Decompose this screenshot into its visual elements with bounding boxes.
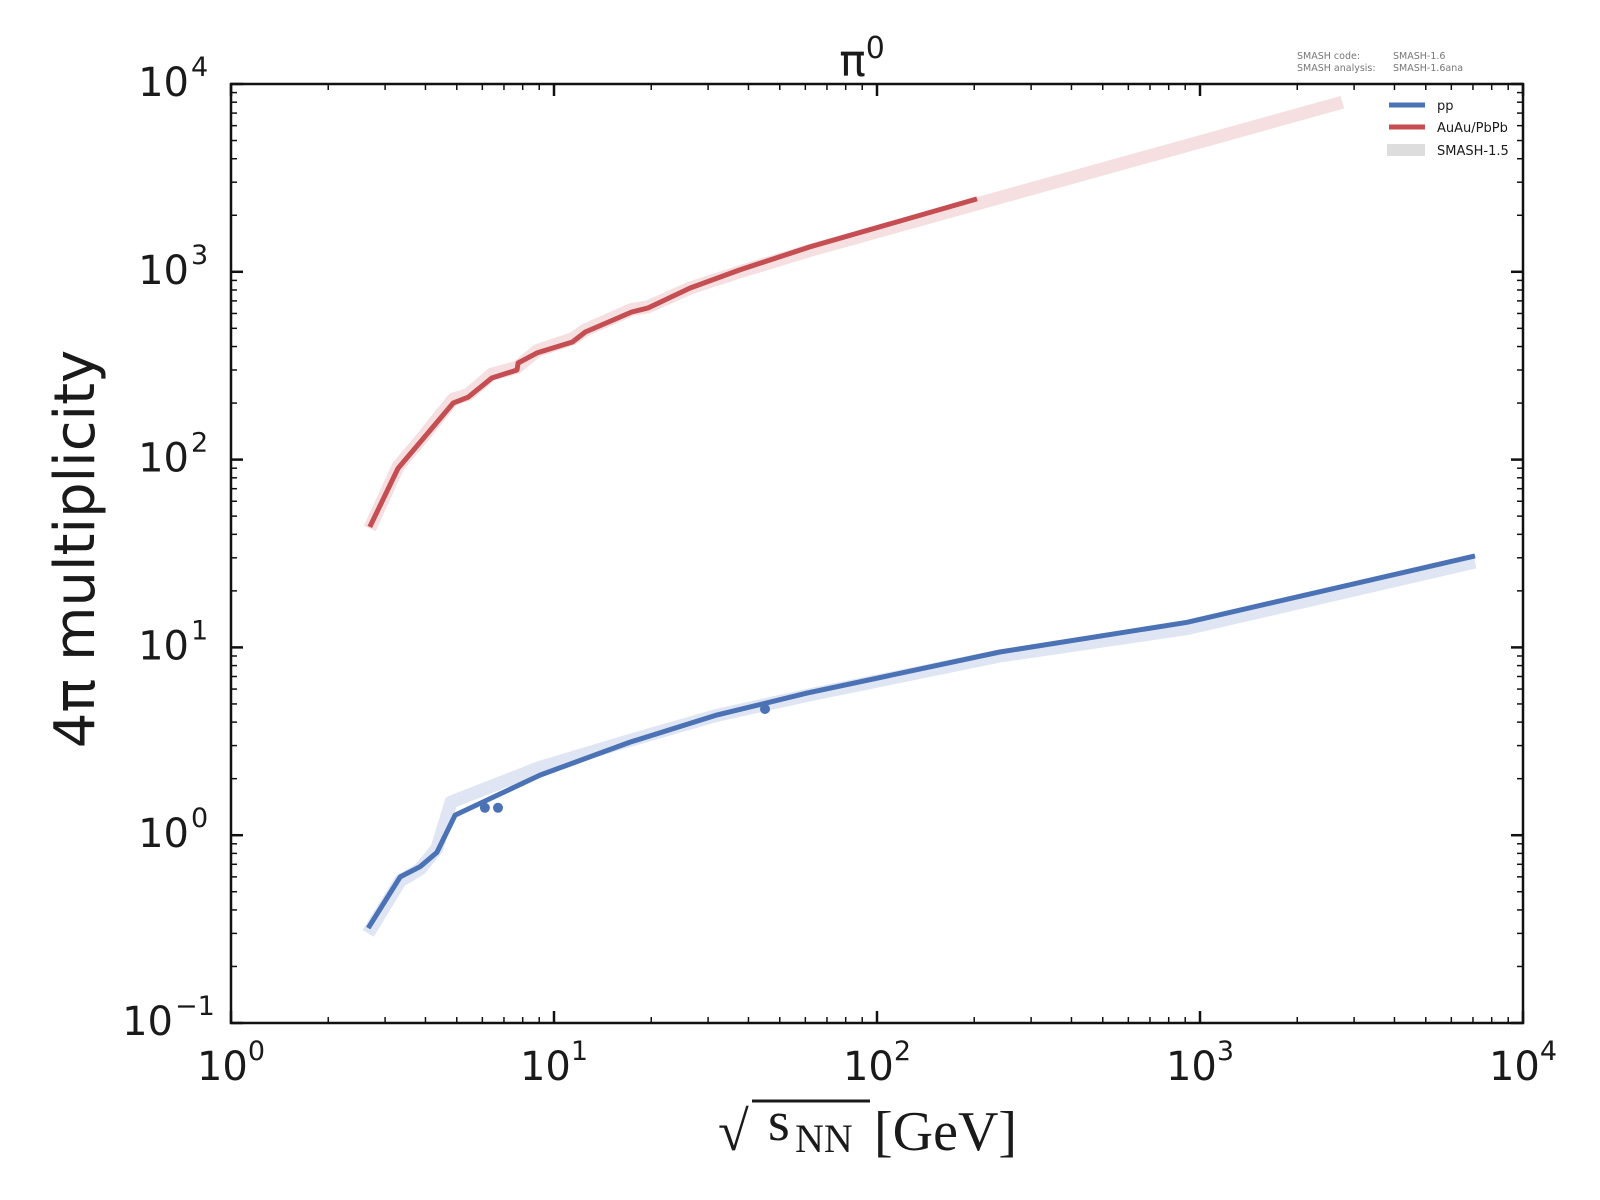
series-line-auau-pbpb [367, 196, 978, 528]
version-info: SMASH code: SMASH-1.6 SMASH analysis: SM… [1297, 51, 1463, 74]
x-axis-label-unit: [GeV] [874, 1101, 1017, 1163]
series-lines [366, 196, 1476, 930]
x-tick-label: 103 [1166, 1036, 1234, 1090]
y-tick-label: 10 [138, 623, 189, 669]
y-tick-label: 10 [138, 436, 189, 482]
legend-label-smash: SMASH-1.5 [1437, 144, 1509, 159]
data-marker [479, 802, 490, 813]
x-axis-label-sub: NN [795, 1116, 853, 1161]
x-axis-label-s: s [768, 1091, 790, 1153]
data-markers [479, 704, 770, 813]
chart-title: π0 [839, 31, 885, 87]
axis-ticks [229, 82, 1525, 1025]
x-tick-label: 102 [843, 1036, 911, 1090]
legend-label-auau: AuAu/PbPb [1437, 121, 1508, 136]
x-tick-label: 104 [1489, 1036, 1557, 1090]
x-tick-labels: 100 101 102 103 104 [197, 1036, 1557, 1090]
plot-frame [229, 82, 1525, 1025]
y-tick-exponent: 0 [191, 803, 208, 834]
version-code-value: SMASH-1.6 [1393, 51, 1445, 62]
smash-band-pp [362, 555, 1477, 937]
version-analysis-label: SMASH analysis: [1297, 63, 1376, 74]
x-axis-label-sqrt: √ [718, 1101, 749, 1163]
y-tick-label: 10 [122, 999, 173, 1045]
y-tick-exponent: −1 [175, 991, 215, 1022]
y-tick-label: 10 [138, 811, 189, 857]
legend-label-pp: pp [1437, 99, 1454, 114]
y-tick-label: 10 [138, 248, 189, 294]
y-tick-exponent: 4 [191, 52, 208, 83]
x-tick-label: 101 [520, 1036, 588, 1090]
y-tick-exponent: 3 [191, 240, 208, 271]
y-tick-exponent: 1 [191, 615, 208, 646]
legend: pp AuAu/PbPb SMASH-1.5 [1387, 99, 1509, 159]
x-tick-label: 100 [197, 1036, 265, 1090]
data-marker [760, 704, 770, 714]
y-axis-label: 4π multiplicity [43, 350, 108, 748]
y-tick-label: 10 [138, 60, 189, 106]
series-line-pp [366, 553, 1476, 930]
version-analysis-value: SMASH-1.6ana [1393, 63, 1463, 74]
y-tick-exponent: 2 [191, 428, 208, 459]
smash-band-auau [363, 95, 1345, 532]
x-axis-label: √ s NN [GeV] [718, 1091, 1017, 1163]
smash-bands [362, 95, 1477, 937]
data-marker [493, 802, 503, 813]
version-code-label: SMASH code: [1297, 51, 1360, 62]
